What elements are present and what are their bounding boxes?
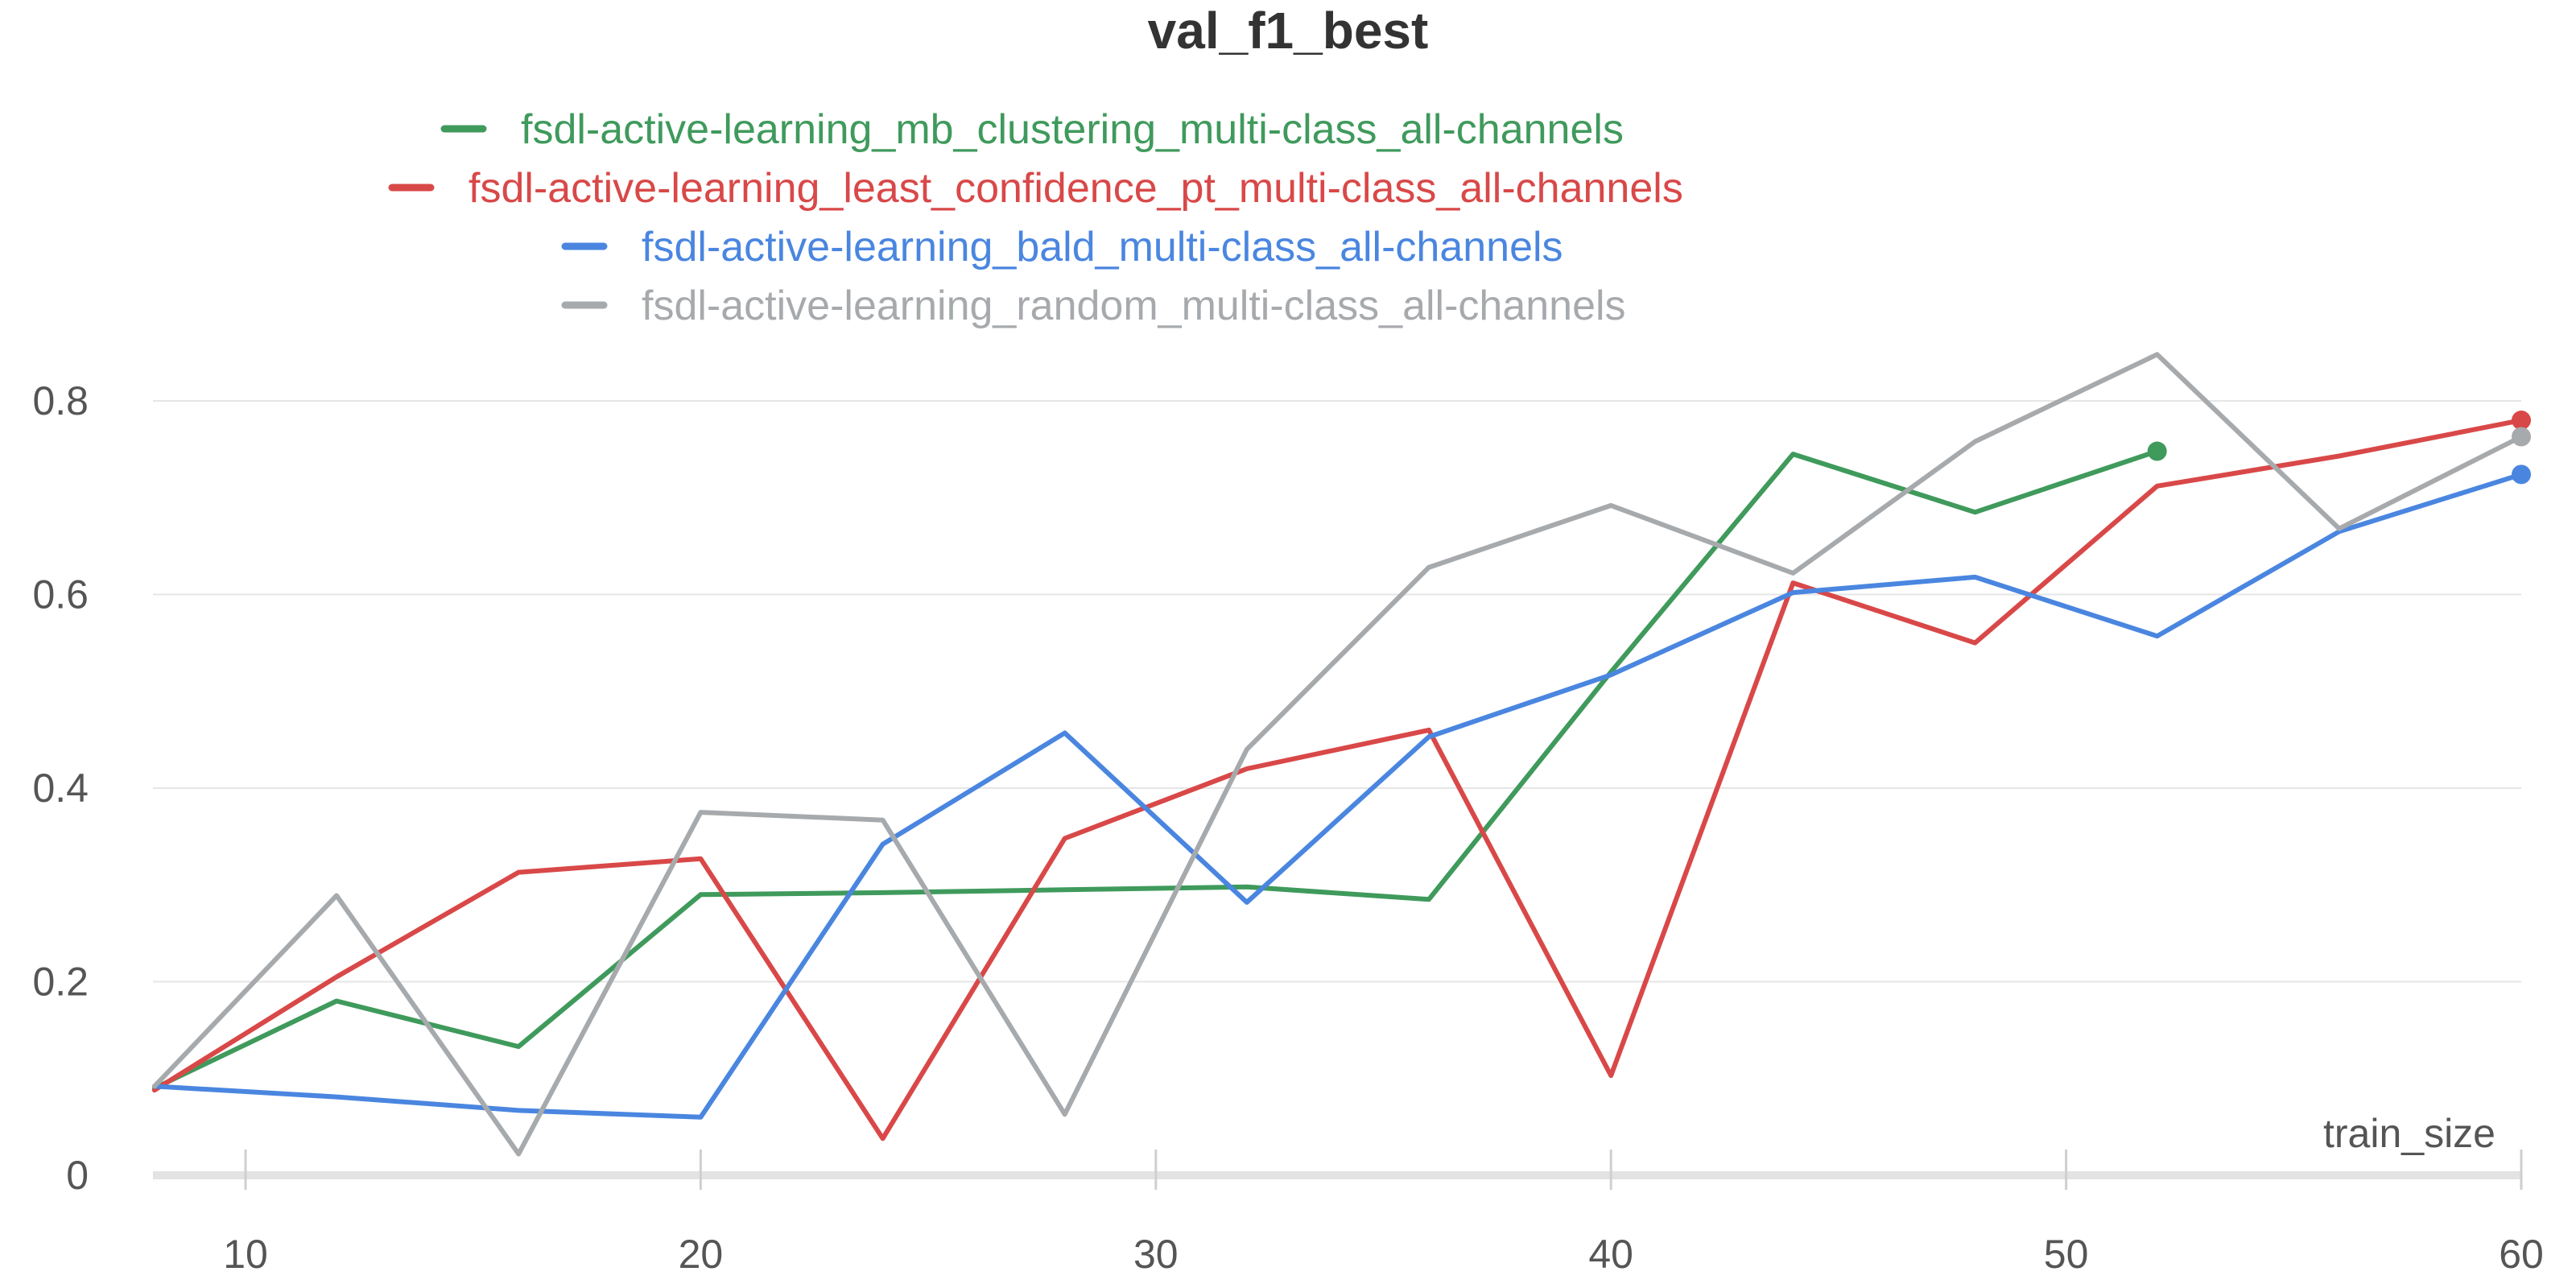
- x-tick-label: 30: [1133, 1232, 1179, 1277]
- x-tick-label: 40: [1588, 1232, 1633, 1277]
- legend-label-3: fsdl-active-learning_bald_multi-class_al…: [642, 224, 1563, 270]
- x-axis: 10 20 30 40 50 60: [153, 1150, 2544, 1277]
- x-axis-label: train_size: [2323, 1111, 2496, 1156]
- series-line-4: [151, 352, 2524, 1157]
- x-tick-label: 50: [2044, 1232, 2089, 1277]
- series-line-2: [151, 418, 2524, 1141]
- y-tick-label: 0: [66, 1153, 89, 1198]
- grid-lines: [153, 400, 2521, 983]
- legend-label-2: fsdl-active-learning_least_confidence_pt…: [469, 165, 1683, 212]
- series-end-point-3: [2512, 464, 2531, 485]
- chart-title: val_f1_best: [1148, 2, 1429, 60]
- series-line-1: [151, 448, 2160, 1091]
- y-tick-label: 0.2: [32, 960, 89, 1005]
- y-tick-label: 0.4: [32, 766, 89, 811]
- x-tick-label: 10: [223, 1232, 268, 1277]
- y-axis: 0 0.2 0.4 0.6 0.8: [32, 378, 89, 1198]
- legend-label-4: fsdl-active-learning_random_multi-class_…: [642, 283, 1626, 329]
- series-end-point-1: [2147, 441, 2167, 461]
- series-end-point-2: [2512, 411, 2531, 431]
- y-tick-label: 0.8: [32, 378, 89, 423]
- series-end-point-4: [2512, 427, 2531, 447]
- legend: fsdl-active-learning_mb_clustering_multi…: [388, 106, 1683, 329]
- x-tick-label: 20: [679, 1232, 724, 1277]
- series-group: [151, 352, 2531, 1157]
- legend-label-1: fsdl-active-learning_mb_clustering_multi…: [521, 106, 1624, 153]
- series-line-3: [151, 472, 2524, 1120]
- y-tick-label: 0.6: [32, 572, 89, 617]
- x-tick-label: 60: [2499, 1232, 2544, 1277]
